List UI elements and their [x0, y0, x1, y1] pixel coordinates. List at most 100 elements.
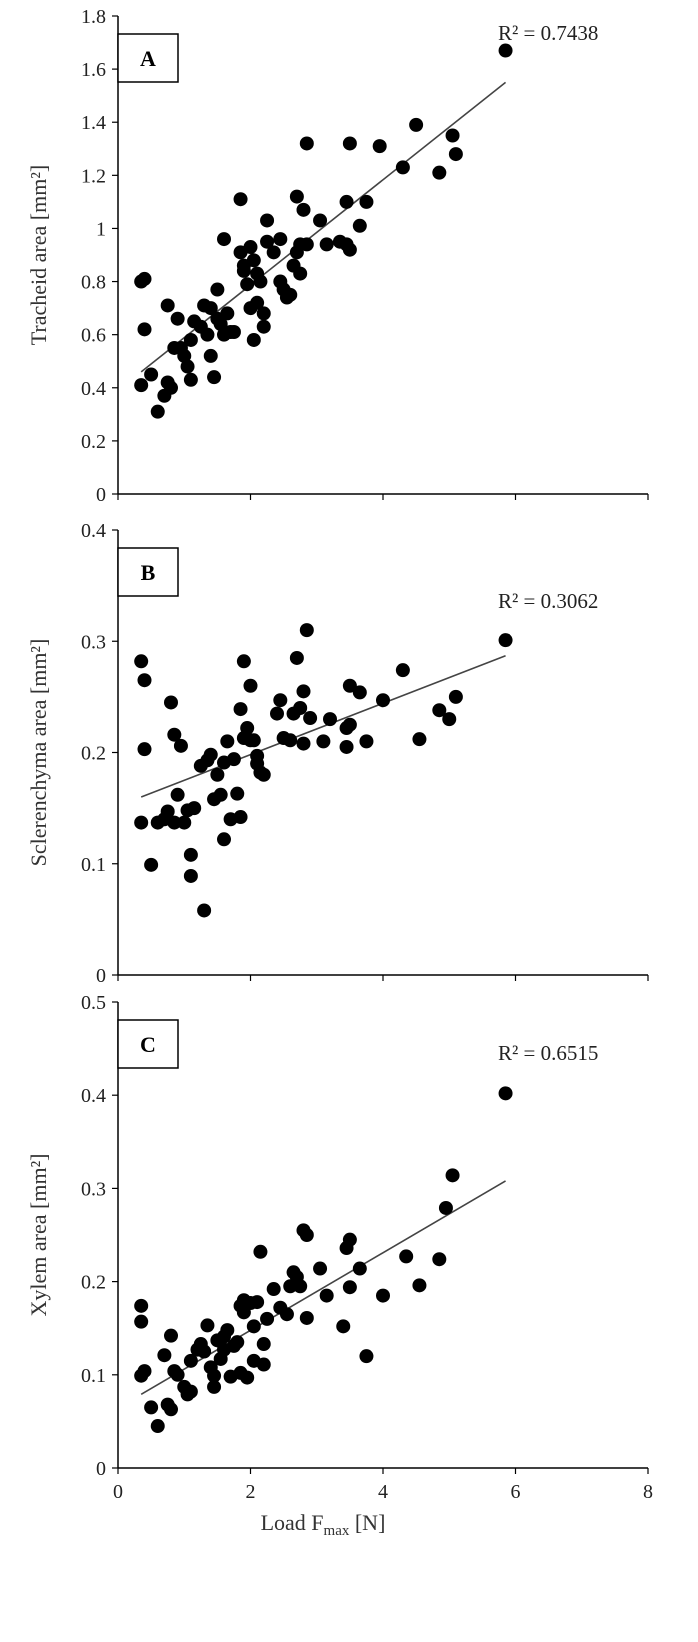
data-point — [339, 739, 354, 754]
data-point — [445, 1168, 460, 1183]
data-point — [137, 742, 152, 757]
data-point — [183, 372, 198, 387]
y-tick-label: 0.6 — [81, 325, 106, 347]
data-point — [316, 734, 331, 749]
y-tick-label: 0.8 — [81, 272, 106, 294]
data-point — [372, 139, 387, 154]
data-point — [207, 370, 222, 385]
data-point — [180, 359, 195, 374]
data-point — [177, 348, 192, 363]
data-point — [246, 332, 261, 347]
data-point — [250, 1295, 265, 1310]
data-point — [183, 868, 198, 883]
y-tick-label: 0.4 — [81, 378, 106, 400]
data-point — [250, 295, 265, 310]
data-point — [167, 727, 182, 742]
data-point — [256, 319, 271, 334]
data-point — [183, 332, 198, 347]
data-point — [200, 1318, 215, 1333]
data-point — [256, 1337, 271, 1352]
data-point — [137, 673, 152, 688]
data-point — [217, 832, 231, 847]
data-point — [246, 253, 261, 268]
y-tick-label: 1.6 — [81, 59, 106, 81]
data-point — [170, 1367, 185, 1382]
data-point — [289, 650, 304, 665]
data-point — [296, 202, 311, 217]
data-point — [207, 1368, 222, 1383]
data-point — [144, 1400, 159, 1415]
y-tick-label: 1.4 — [81, 112, 106, 134]
data-point — [210, 767, 225, 782]
data-point — [293, 701, 308, 715]
panel-label-box — [117, 547, 179, 597]
data-point — [342, 1232, 357, 1247]
panel-letter: B — [141, 560, 156, 585]
data-point — [323, 712, 337, 727]
data-point — [342, 242, 357, 257]
data-point — [260, 1311, 275, 1326]
data-point — [134, 1368, 149, 1383]
data-point — [243, 240, 258, 255]
data-point — [289, 189, 304, 204]
data-point — [293, 266, 308, 281]
data-point — [303, 711, 318, 726]
panel-b: 0 0.1 0.2 0.3 0.4 Sclerenchyma area [mm²] B R² … — [26, 520, 649, 987]
data-point — [173, 738, 188, 753]
data-point — [243, 678, 258, 693]
data-point — [230, 786, 245, 801]
y-tick-label: 1.8 — [81, 6, 106, 28]
y-tick-label: 0.1 — [81, 854, 106, 876]
y-axis-label: Xylem area [mm²] — [26, 1154, 51, 1317]
panel-label-box — [117, 33, 179, 83]
data-point — [230, 1335, 245, 1350]
data-point — [256, 1357, 271, 1372]
data-point — [233, 702, 248, 717]
y-tick-label: 1.2 — [81, 165, 106, 187]
data-point — [134, 1298, 149, 1313]
data-point — [256, 306, 271, 321]
data-point — [432, 1252, 447, 1267]
data-point — [296, 736, 311, 751]
data-point — [359, 1349, 374, 1364]
data-point — [217, 232, 231, 247]
data-point — [134, 1314, 149, 1329]
data-point — [236, 654, 251, 669]
data-point — [266, 245, 281, 260]
y-tick-label: 0.2 — [81, 1272, 106, 1294]
data-point — [200, 327, 215, 342]
data-point — [283, 733, 298, 748]
data-point — [164, 1328, 178, 1343]
data-point — [213, 787, 228, 802]
data-point — [150, 404, 165, 419]
data-point — [233, 810, 248, 825]
data-point — [177, 815, 192, 830]
data-point — [197, 903, 212, 918]
data-point — [395, 160, 410, 175]
x-tick-label: 8 — [643, 1481, 653, 1503]
data-point — [448, 689, 463, 704]
data-point — [442, 712, 457, 727]
data-point — [296, 684, 311, 699]
y-tick-label: 0 — [96, 1458, 106, 1480]
y-tick-label: 0.4 — [81, 520, 106, 542]
data-point — [164, 380, 178, 395]
data-point — [203, 747, 218, 762]
data-point — [279, 1307, 294, 1322]
data-point — [137, 322, 152, 337]
trendline — [140, 1180, 506, 1396]
data-point — [342, 717, 357, 732]
data-point — [448, 147, 463, 162]
data-point — [220, 306, 235, 321]
data-point — [313, 1261, 328, 1276]
data-point — [134, 815, 149, 830]
data-point — [260, 234, 275, 249]
data-point — [339, 194, 354, 209]
data-point — [240, 277, 255, 292]
data-point — [359, 734, 374, 749]
data-point — [246, 1319, 261, 1334]
y-tick-label: 0.3 — [81, 1178, 106, 1200]
data-point — [352, 218, 367, 233]
data-point — [164, 1402, 178, 1417]
